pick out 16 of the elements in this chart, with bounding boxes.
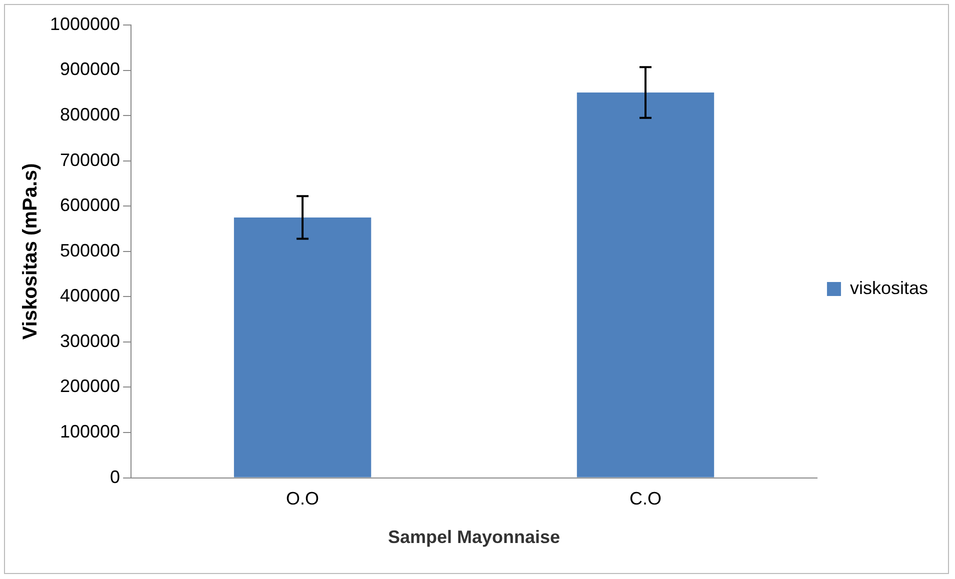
y-tick-label: 800000 bbox=[60, 104, 120, 125]
y-tick-label: 900000 bbox=[60, 59, 120, 80]
y-tick-label: 300000 bbox=[60, 330, 120, 351]
x-tick-label: O.O bbox=[286, 488, 320, 509]
x-axis-title: Sampel Mayonnaise bbox=[388, 527, 560, 548]
y-tick-label: 400000 bbox=[60, 286, 120, 306]
y-tick-label: 200000 bbox=[60, 376, 120, 396]
y-tick-label: 500000 bbox=[60, 240, 120, 260]
x-tick-label: C.O bbox=[629, 488, 662, 509]
y-tick-label: 0 bbox=[110, 466, 120, 487]
legend-label: viskositas bbox=[850, 278, 928, 298]
y-axis-title: Viskositas (mPa.s) bbox=[20, 163, 42, 340]
y-tick-label: 100000 bbox=[60, 421, 120, 442]
y-tick-label: 600000 bbox=[60, 195, 120, 216]
y-tick-label: 700000 bbox=[60, 150, 120, 170]
y-tick-label: 1000000 bbox=[50, 14, 120, 34]
